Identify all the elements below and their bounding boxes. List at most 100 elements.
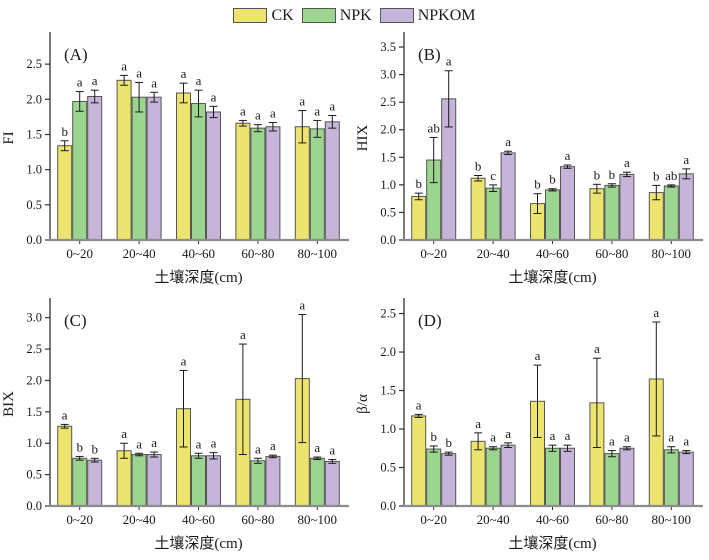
- y-tick-label: 0.0: [26, 233, 42, 247]
- bar-ck: [294, 126, 310, 241]
- bar-npkom: [265, 455, 281, 507]
- significance-letter: a: [255, 441, 261, 456]
- y-tick-label: 1.0: [26, 436, 42, 450]
- significance-letter: a: [314, 103, 320, 118]
- y-axis-title: BIX: [1, 391, 17, 417]
- x-axis-title: 土壤深度(cm): [508, 534, 596, 552]
- bar-ck: [116, 79, 132, 241]
- significance-letter: a: [136, 436, 142, 451]
- error-bar: [298, 314, 307, 444]
- error-bar: [444, 451, 453, 456]
- error-bar: [120, 74, 129, 86]
- error-bar: [238, 119, 247, 127]
- significance-letter: b: [445, 435, 452, 450]
- bar-ck: [470, 177, 486, 241]
- error-bar: [682, 168, 691, 180]
- error-bar: [444, 70, 453, 128]
- x-tick-label: 60~80: [241, 246, 274, 261]
- x-tick-label: 20~40: [123, 246, 156, 261]
- y-tick-label: 3.0: [380, 68, 396, 82]
- x-axis-title: 土壤深度(cm): [154, 534, 242, 552]
- bar-ck: [116, 450, 132, 507]
- error-bar: [75, 91, 84, 112]
- bar-npkom: [324, 460, 340, 507]
- npk-swatch-icon: [301, 8, 336, 23]
- x-tick-label: 0~20: [66, 512, 93, 527]
- significance-letter: a: [255, 108, 261, 123]
- significance-letter: ab: [428, 120, 440, 135]
- panel-grid: 0.0 0.5 1.0 1.5 2.0 2.5 FI (A) b a a 0~20 a a a 20~40 a a…: [0, 28, 709, 560]
- significance-letter: a: [181, 66, 187, 81]
- panel-label: (A): [64, 45, 88, 64]
- x-tick-label: 60~80: [595, 246, 628, 261]
- significance-letter: ab: [665, 168, 677, 183]
- bar-group: a b b: [411, 397, 457, 507]
- panel-label: (C): [64, 311, 87, 330]
- bar-npk: [191, 103, 206, 241]
- bar-ck: [57, 425, 73, 507]
- x-tick-label: 0~20: [420, 246, 447, 261]
- error-bar: [667, 446, 676, 454]
- bar-ck: [411, 415, 427, 507]
- significance-letter: a: [211, 436, 217, 451]
- significance-letter: b: [430, 429, 437, 444]
- significance-letter: a: [211, 89, 217, 104]
- y-tick-label: 0.0: [380, 233, 396, 247]
- y-tick-label: 2.0: [380, 123, 396, 137]
- significance-letter: a: [535, 348, 541, 363]
- chart-panel-b: 0.00.51.01.52.02.53.03.5HIX(B)baba0~20bc…: [355, 32, 703, 286]
- x-tick-label: 20~40: [477, 512, 510, 527]
- significance-letter: b: [76, 439, 83, 454]
- y-tick-label: 2.5: [26, 342, 42, 356]
- bar-npk: [545, 447, 560, 507]
- bar-npkom: [146, 454, 162, 507]
- significance-letter: a: [121, 58, 127, 73]
- y-tick-label: 2.0: [26, 92, 42, 106]
- error-bar: [474, 174, 483, 182]
- bar-npkom: [265, 126, 281, 241]
- error-bar: [90, 457, 99, 463]
- y-tick-label: 2.5: [26, 57, 42, 71]
- bar-group: b ba: [530, 148, 575, 241]
- significance-letter: b: [653, 168, 660, 183]
- x-tick-label: 0~20: [420, 512, 447, 527]
- bar-npk: [604, 453, 620, 507]
- significance-letter: a: [668, 430, 674, 445]
- bar-npkom: [146, 96, 162, 241]
- significance-letter: c: [490, 168, 496, 183]
- bar-npkom: [678, 173, 694, 241]
- x-tick-label: 80~100: [652, 246, 692, 261]
- bar-ck: [470, 440, 486, 507]
- bar-ck: [411, 195, 427, 241]
- significance-letter: b: [609, 167, 616, 182]
- significance-letter: a: [270, 438, 276, 453]
- error-bar: [504, 150, 513, 156]
- bar-npkom: [500, 444, 516, 507]
- significance-letter: a: [565, 148, 571, 163]
- error-bar: [313, 119, 322, 138]
- legend-item-npkom: NPKOM: [379, 7, 476, 25]
- significance-letter: b: [475, 158, 482, 173]
- error-bar: [607, 450, 616, 458]
- bar-ck: [589, 188, 605, 241]
- legend-item-npk: NPK: [301, 7, 372, 25]
- significance-letter: a: [329, 443, 335, 458]
- y-tick-label: 2.0: [380, 345, 396, 359]
- x-tick-label: 0~20: [66, 246, 93, 261]
- error-bar: [548, 444, 557, 452]
- bar-npkom: [441, 453, 457, 507]
- significance-letter: a: [151, 435, 157, 450]
- bar-npk: [545, 189, 560, 241]
- significance-letter: b: [61, 124, 68, 139]
- y-tick-label: 1.0: [380, 422, 396, 436]
- error-bar: [429, 445, 438, 453]
- significance-letter: a: [314, 440, 320, 455]
- bar-npk: [309, 457, 325, 507]
- bar-ck: [57, 145, 73, 241]
